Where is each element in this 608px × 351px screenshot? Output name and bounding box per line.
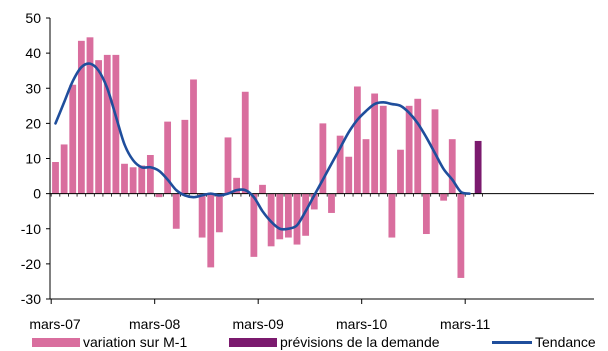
axes-layer (46, 17, 594, 304)
bar-variation (353, 86, 361, 194)
bar-variation (86, 37, 94, 194)
x-tick-label: mars-07 (29, 316, 81, 332)
legend-item-tendance: Tendance (492, 333, 596, 351)
tick-labels-layer: -30 -20 -10 0 10 20 30 40 50 mars-07 mars-08 mars-0… (21, 10, 491, 332)
bar-variation (215, 193, 223, 233)
bar-variation (172, 193, 180, 229)
legend-label-previsions: prévisions de la demande (280, 334, 440, 350)
bar-variation (397, 149, 404, 194)
bar-prevision (474, 140, 482, 194)
legend: variation sur M-1 prévisions de la deman… (0, 333, 608, 351)
legend-label-variation: variation sur M-1 (83, 334, 188, 350)
bar-variation (310, 193, 318, 210)
bar-variation (77, 40, 85, 194)
bar-variation (52, 162, 59, 194)
bar-variation (448, 139, 456, 194)
y-tick-label: -30 (21, 291, 41, 307)
bar-variation (388, 193, 396, 238)
bar-variation (414, 98, 422, 194)
y-tick-label: -10 (21, 221, 41, 237)
bar-variation (293, 193, 301, 245)
y-tick-label: 30 (25, 80, 41, 96)
bar-variation (198, 193, 206, 238)
bars-layer (52, 37, 482, 278)
bar-variation (146, 154, 154, 194)
y-tick-label: 0 (33, 186, 41, 202)
legend-item-previsions: prévisions de la demande (229, 333, 440, 351)
bar-variation (207, 193, 215, 268)
chart: -30 -20 -10 0 10 20 30 40 50 mars-07 mars-08 mars-0… (21, 10, 594, 332)
bar-variation (345, 156, 353, 194)
x-tick-label: mars-09 (233, 316, 285, 332)
bar-variation (121, 163, 128, 194)
bar-variation (224, 137, 232, 194)
bar-variation (250, 193, 258, 257)
y-tick-label: -20 (21, 256, 41, 272)
bar-variation (259, 184, 266, 194)
bar-variation (181, 119, 189, 194)
bar-variation (422, 193, 430, 235)
legend-item-variation: variation sur M-1 (32, 333, 187, 351)
bar-variation (69, 84, 77, 194)
bar-variation (164, 121, 172, 194)
legend-swatch-tendance (492, 340, 532, 344)
legend-swatch-variation (32, 337, 80, 347)
bar-variation (129, 167, 137, 194)
y-tick-label: 40 (25, 45, 41, 61)
bar-variation (405, 105, 413, 194)
bar-variation (319, 123, 327, 194)
bar-variation (241, 91, 249, 194)
trend-line (54, 62, 471, 231)
bar-variation (440, 193, 448, 201)
bar-variation (112, 54, 120, 194)
bar-variation (103, 54, 111, 194)
trend-layer (54, 62, 471, 231)
y-tick-label: 50 (25, 10, 41, 26)
bar-variation (190, 79, 197, 194)
bar-variation (336, 135, 344, 194)
bar-variation (302, 193, 310, 236)
bar-variation (276, 193, 284, 240)
bar-variation (362, 139, 370, 194)
bar-variation (60, 144, 68, 194)
legend-swatch-previsions (229, 337, 277, 347)
bar-variation (457, 193, 465, 278)
bar-variation (155, 193, 163, 198)
bar-variation (371, 93, 379, 194)
bar-variation (379, 105, 387, 194)
x-tick-label: mars-11 (440, 316, 491, 332)
x-tick-label: mars-10 (336, 316, 388, 332)
bar-variation (233, 177, 241, 194)
legend-label-tendance: Tendance (535, 334, 596, 350)
bar-variation (284, 193, 292, 238)
x-tick-label: mars-08 (129, 316, 181, 332)
bar-variation (328, 193, 335, 213)
y-tick-label: 20 (25, 115, 41, 131)
y-tick-label: 10 (25, 151, 41, 167)
bar-variation (138, 165, 146, 194)
bar-variation (95, 60, 103, 194)
